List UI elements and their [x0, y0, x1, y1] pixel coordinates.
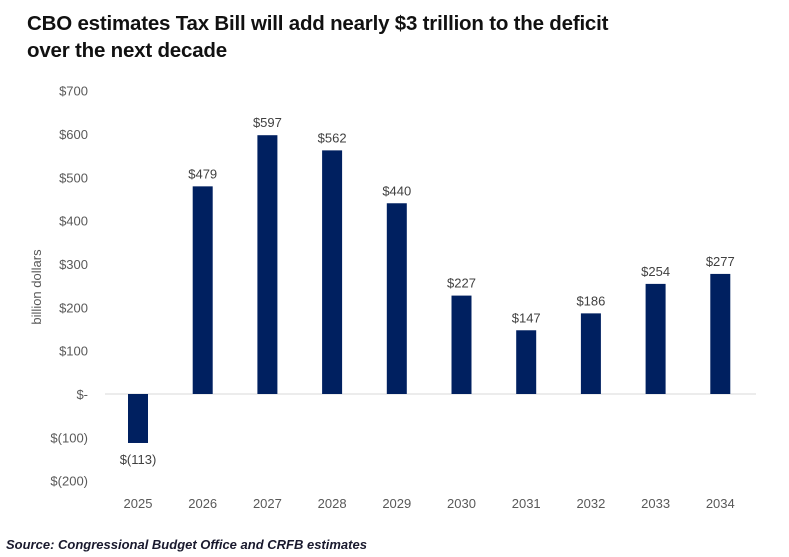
y-tick-label: $600 [59, 127, 88, 142]
x-tick-label-2027: 2027 [253, 496, 282, 511]
data-label-2030: $227 [447, 276, 476, 291]
y-axis-label: billion dollars [29, 249, 44, 325]
bar-2034 [710, 273, 731, 394]
x-tick-label-2033: 2033 [641, 496, 670, 511]
bar-2032 [580, 313, 601, 394]
data-label-2027: $597 [253, 115, 282, 130]
bar-2030 [451, 295, 472, 394]
y-tick-label: $(200) [50, 474, 88, 489]
chart-title-line-2: over the next decade [27, 39, 227, 62]
y-tick-label: $300 [59, 257, 88, 272]
y-tick-label: $100 [59, 344, 88, 359]
x-tick-label-2032: 2032 [576, 496, 605, 511]
x-tick-label-2034: 2034 [706, 496, 735, 511]
x-tick-label-2025: 2025 [124, 496, 153, 511]
data-label-2029: $440 [382, 183, 411, 198]
y-tick-label: $(100) [50, 430, 88, 445]
bar-2031 [516, 330, 537, 394]
data-label-2031: $147 [512, 310, 541, 325]
bar-2027 [257, 135, 278, 394]
bar-2026 [192, 186, 213, 394]
chart-title: CBO estimates Tax Bill will add nearly $… [27, 10, 608, 64]
data-label-2028: $562 [318, 130, 347, 145]
bar-2028 [322, 150, 343, 394]
x-tick-label-2026: 2026 [188, 496, 217, 511]
x-tick-label-2031: 2031 [512, 496, 541, 511]
data-label-2033: $254 [641, 264, 670, 279]
data-label-2034: $277 [706, 254, 735, 269]
x-tick-label-2030: 2030 [447, 496, 476, 511]
x-tick-label-2029: 2029 [382, 496, 411, 511]
data-label-2032: $186 [576, 293, 605, 308]
y-tick-label: $400 [59, 214, 88, 229]
x-tick-label-2028: 2028 [318, 496, 347, 511]
bar-2029 [386, 203, 407, 394]
y-tick-label: $700 [59, 84, 88, 99]
chart-title-line-1: CBO estimates Tax Bill will add nearly $… [27, 12, 609, 35]
y-tick-label: $200 [59, 300, 88, 315]
y-tick-label: $500 [59, 170, 88, 185]
data-label-2025: $(113) [120, 452, 157, 467]
y-tick-label: $- [76, 387, 88, 402]
bar-2033 [645, 283, 666, 394]
source-note: Source: Congressional Budget Office and … [6, 537, 367, 552]
data-label-2026: $479 [188, 166, 217, 181]
bar-2025 [128, 394, 148, 443]
